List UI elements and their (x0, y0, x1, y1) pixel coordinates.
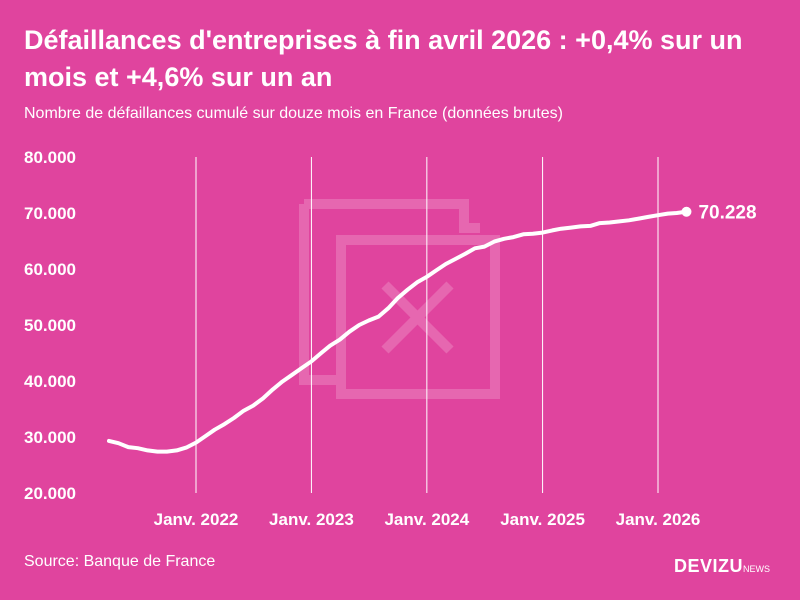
brand-sub: NEWS (743, 564, 771, 574)
document-cross-icon (299, 199, 500, 399)
x-tick-label: Janv. 2025 (500, 510, 585, 529)
y-tick-label: 80.000 (24, 148, 76, 167)
x-tick-label: Janv. 2022 (154, 510, 239, 529)
chart-title: Défaillances d'entreprises à fin avril 2… (24, 25, 743, 92)
brand-main: DEVIZU (674, 556, 744, 576)
end-point (681, 206, 692, 217)
y-tick-label: 70.000 (24, 204, 76, 223)
y-tick-label: 60.000 (24, 260, 76, 279)
x-tick-label: Janv. 2026 (616, 510, 701, 529)
chart-subtitle: Nombre de défaillances cumulé sur douze … (24, 105, 563, 122)
source-note: Source: Banque de France (24, 553, 216, 570)
y-tick-label: 50.000 (24, 316, 76, 335)
y-tick-label: 20.000 (24, 484, 76, 503)
y-tick-label: 30.000 (24, 428, 76, 447)
y-tick-label: 40.000 (24, 372, 76, 391)
brand-logo: DEVIZUNEWS (674, 556, 770, 577)
end-value-label: 70.228 (698, 203, 756, 224)
x-tick-label: Janv. 2023 (269, 510, 354, 529)
x-tick-label: Janv. 2024 (384, 510, 469, 529)
series-line (107, 209, 689, 454)
